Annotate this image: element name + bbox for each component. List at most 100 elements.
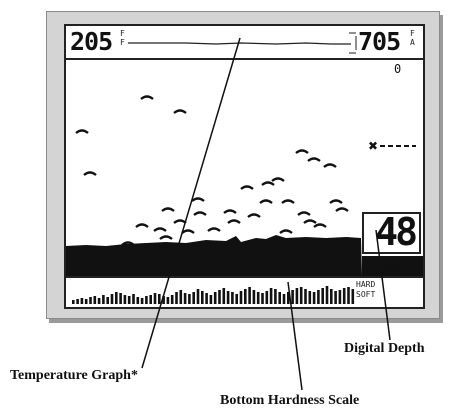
digital-depth-readout: 48 [375,210,418,254]
temperature-bar: 205 F F 705 F A [66,26,423,60]
fish-arch [271,177,285,182]
sonar-screen: 205 F F 705 F A ✖ 0 48 60 HARD SOFT [64,24,425,309]
depth-range-bottom: 60 [386,260,401,274]
hardness-bar [209,295,213,304]
bottom-hardness-leader [287,281,303,391]
hardness-bar [244,289,247,304]
fish-arch [159,235,173,240]
hardness-bar [218,290,221,304]
fish-arch [313,223,327,228]
hardness-bar [158,294,161,304]
hardness-bar [274,289,277,304]
fish-arch [259,199,273,204]
digital-depth-box: 48 [362,210,421,254]
fish-arch [279,229,293,234]
hardness-bar [123,295,127,304]
surface-temperature: 205 [70,27,113,56]
digital-depth-leader [375,229,391,341]
hardness-bar [231,292,234,304]
fish-arch [261,181,275,186]
fish-arch [303,219,317,224]
hardness-bar [299,287,303,304]
hardness-bar [102,295,105,304]
hardness-bar [127,296,131,304]
fish-arch [207,227,221,232]
surface-temp-unit-bottom: F [120,38,125,47]
hardness-bar [312,292,316,304]
hardness-bar [205,293,208,304]
hardness-bar [76,299,79,304]
hardness-bar [89,297,92,304]
digital-depth-callout: Digital Depth [344,341,425,356]
hardness-bar [347,287,350,304]
hardness-bar [175,292,178,304]
hardness-bar [252,290,256,304]
hardness-bar [222,288,226,304]
hardness-bar [239,291,243,304]
hardness-bar [97,298,101,304]
fish-arch [329,199,343,204]
hardness-bar [145,296,148,304]
depth-range-top: 0 [394,62,402,76]
fish-arch [297,211,311,216]
hardness-bar [80,298,84,304]
bottom-profile [66,235,362,276]
fish-arch [281,199,295,204]
hardness-bar [304,289,307,304]
hardness-bar [188,294,191,304]
hardness-bar [261,293,264,304]
fish-arch [140,95,154,100]
fish-arch [247,213,261,218]
hardness-bar [153,293,157,304]
hardness-bar [256,292,260,304]
hardness-bar [72,300,75,304]
fish-arch [227,219,241,224]
hardness-bar [330,289,333,304]
hardness-bar [196,289,200,304]
hardness-bar [248,287,251,304]
temperature-trace [128,42,351,45]
fish-arch [75,129,89,134]
hardness-bar [235,294,238,304]
temperature-graph [128,32,357,54]
fish-arch [341,237,355,242]
hardness-bars [72,286,355,304]
hardness-bar [265,291,269,304]
fish-arch [121,241,135,246]
hardness-bar [201,291,204,304]
right-readout-unit-top: F [410,29,415,38]
hardness-bar [282,294,286,304]
hardness-bar [342,288,346,304]
fish-arch [191,197,205,202]
right-readout-unit-bottom: A [410,38,415,47]
hardness-bar [170,295,174,304]
hardness-bar [308,291,312,304]
hardness-bar [287,292,290,304]
hardness-bar [84,299,88,304]
hardness-bar [351,289,355,304]
bottom-hardness-scale: HARD SOFT [66,276,423,307]
hardness-bar [278,292,281,304]
hardness-bar [106,297,109,304]
hardness-bar [149,295,152,304]
hardness-bar [93,296,97,304]
surface-temp-unit-top: F [120,29,125,38]
fish-arch [161,207,175,212]
fish-arch [173,109,187,114]
sonar-display: ✖ [66,95,423,276]
temperature-graph-callout: Temperature Graph* [10,368,138,383]
hardness-bar [295,288,299,304]
hardness-bar [334,291,337,304]
hardness-bar [269,288,273,304]
hardness-bar [119,293,122,304]
fish-arch [240,185,254,190]
hardness-soft-label: SOFT [356,290,376,299]
fish-arch [335,207,349,212]
hardness-bar [338,290,342,304]
bottom-hardness-callout: Bottom Hardness Scale [220,393,360,408]
hardness-bar [192,292,195,304]
hardness-bar [291,290,294,304]
right-readout: 705 [358,27,401,56]
hardness-bar [317,290,320,304]
